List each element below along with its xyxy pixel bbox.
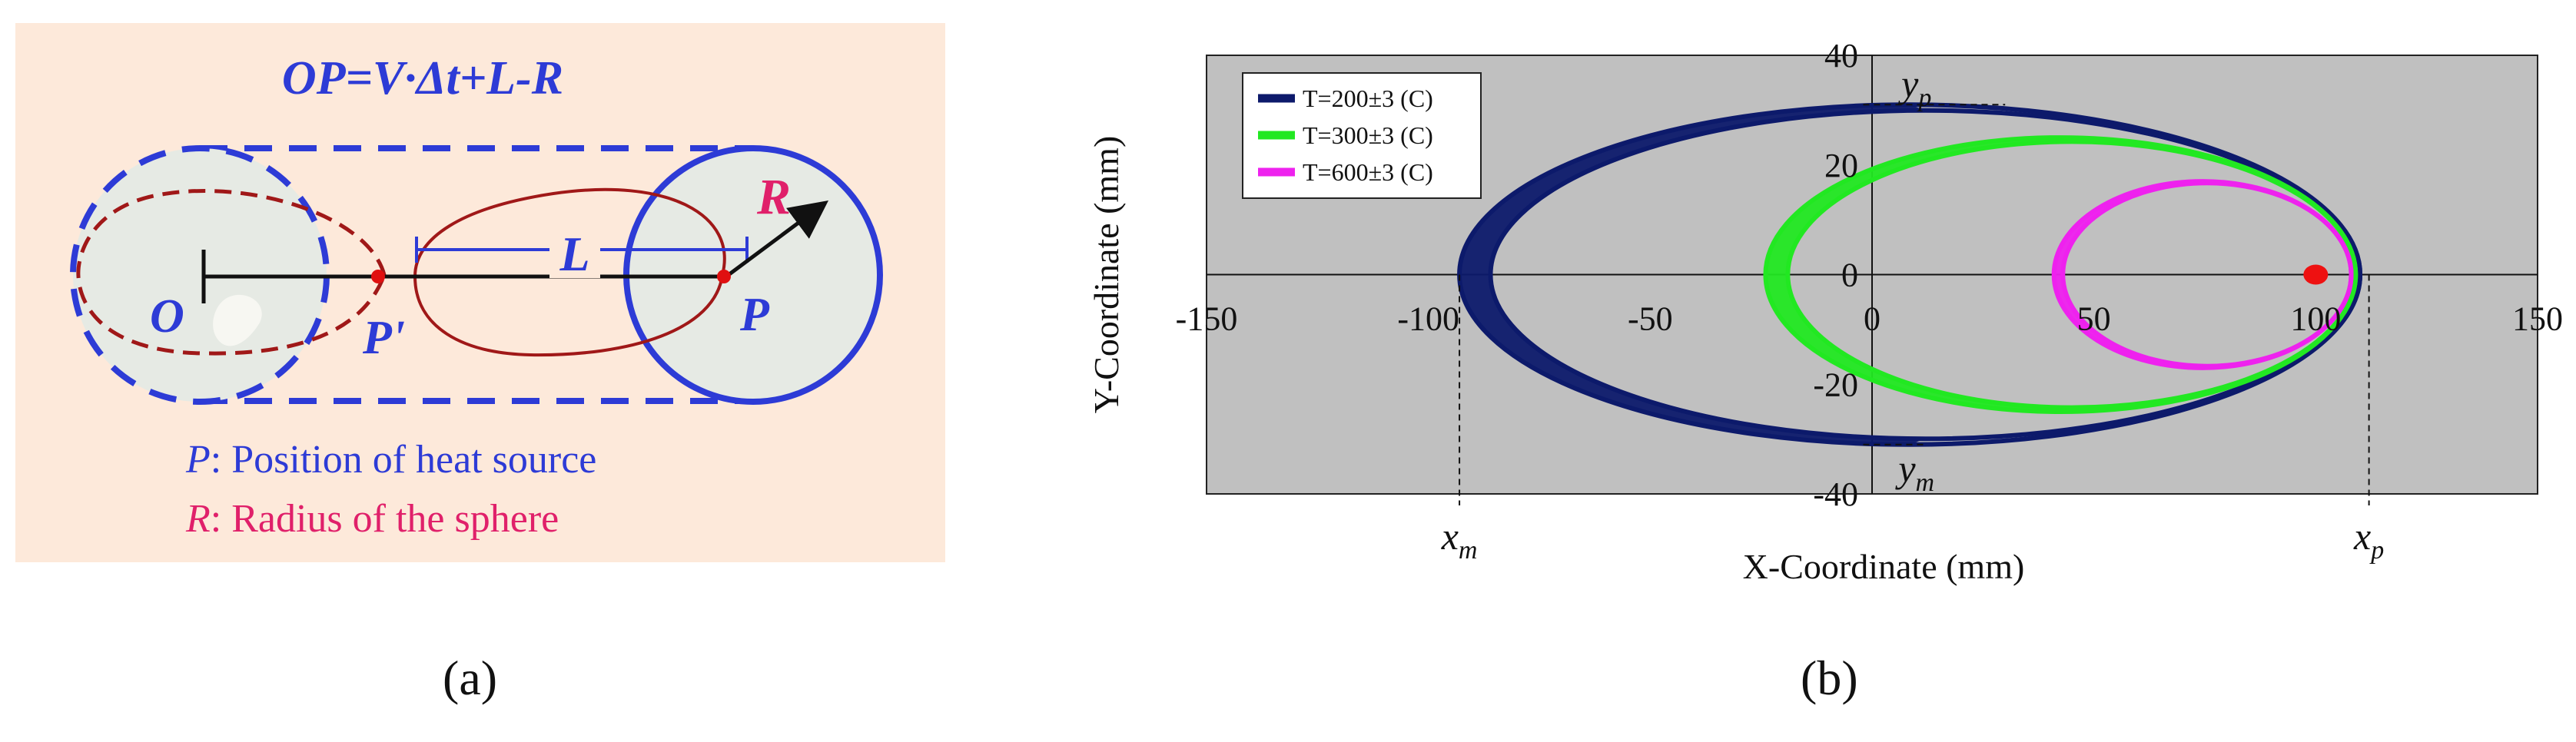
x-tick-label: 0 (1864, 300, 1881, 338)
x-tick-label: 50 (2077, 300, 2111, 338)
x-tick-label: -50 (1628, 300, 1673, 338)
label-p-prime: P' (362, 312, 405, 364)
legend-p: P: Position of heat source (185, 438, 596, 482)
l-label-bg (549, 224, 600, 278)
y-tick-label: 40 (1824, 37, 1858, 75)
x-tick-label: 150 (2512, 300, 2563, 338)
label-o: O (150, 290, 184, 343)
initial-melt-pool (76, 189, 387, 356)
label-xp: xp (2353, 515, 2384, 565)
label-yp-main: y (1897, 62, 1919, 105)
legend-r-text: : Radius of the sphere (211, 497, 559, 541)
equation: OP=V·Δt+L-R (282, 52, 563, 104)
label-xm: xm (1441, 515, 1478, 565)
label-xm-sub: m (1459, 536, 1478, 565)
x-axis-label: X-Coordinate (mm) (1743, 547, 2025, 586)
y-axis-label: Y-Coordinate (mm) (1087, 136, 1126, 414)
caption-b: (b) (1801, 651, 1858, 705)
label-xp-main: x (2353, 515, 2371, 558)
white-blob (213, 294, 262, 346)
legend-r-symbol: R (185, 497, 211, 541)
label-xm-main: x (1441, 515, 1459, 558)
isotherm-2-inner (2060, 181, 2354, 369)
x-tick-label: -150 (1176, 300, 1238, 338)
y-tick-label: -40 (1813, 475, 1858, 513)
legend-label-1: T=300±3 (C) (1303, 121, 1433, 149)
label-ym-sub: m (1916, 469, 1935, 497)
legend-p-symbol: P (185, 438, 211, 482)
point-p (717, 270, 731, 283)
label-yp-sub: p (1917, 84, 1931, 112)
point-p-prime (371, 270, 385, 283)
legend-p-text: : Position of heat source (211, 438, 597, 482)
label-r: R (756, 169, 791, 225)
x-tick-label: -100 (1397, 300, 1459, 338)
radius-arrow (725, 200, 829, 279)
label-ym-main: y (1894, 447, 1916, 490)
legend-label-0: T=200±3 (C) (1303, 84, 1433, 112)
label-yp: yp (1897, 62, 1931, 112)
y-tick-label: 0 (1841, 257, 1858, 294)
x-tick-label: 100 (2290, 300, 2341, 338)
label-p: P (739, 289, 770, 341)
caption-a: (a) (443, 651, 498, 705)
heat-source-dot (2303, 264, 2329, 285)
legend-label-2: T=600±3 (C) (1303, 158, 1433, 186)
label-xp-sub: p (2369, 536, 2384, 565)
y-tick-label: -20 (1813, 366, 1858, 403)
label-ym: ym (1894, 447, 1934, 497)
panel-a-diagram: OP=V·Δt+L-R L R O P' P P: Position of he… (15, 23, 945, 562)
y-tick-label: 20 (1824, 147, 1858, 184)
label-l: L (559, 227, 589, 281)
legend-r: R: Radius of the sphere (185, 497, 559, 541)
